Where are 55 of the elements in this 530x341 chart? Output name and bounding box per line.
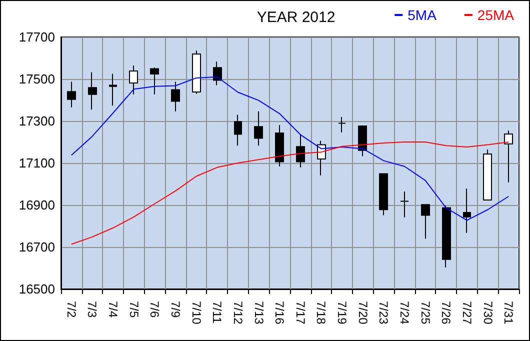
candlestick <box>88 72 97 110</box>
x-tick-label: 7/4 <box>106 301 120 318</box>
y-tick-label: 17500 <box>18 72 55 86</box>
candlestick <box>150 67 159 95</box>
legend-label: 5MA <box>408 7 438 23</box>
x-tick-label: 7/3 <box>85 301 100 318</box>
line-series <box>70 76 510 221</box>
candlestick <box>67 81 76 108</box>
x-tick-label: 7/9 <box>168 301 182 318</box>
candlestick <box>379 173 388 216</box>
candlestick <box>254 110 263 146</box>
candlestick <box>504 130 513 183</box>
candlestick <box>400 191 409 218</box>
y-tick-label: 16900 <box>18 198 55 212</box>
candlestick <box>109 73 117 106</box>
x-tick-label: 7/30 <box>480 301 495 325</box>
x-tick-label: 7/16 <box>272 301 287 325</box>
candlestick <box>192 50 201 94</box>
x-tick-label: 7/2 <box>64 301 78 318</box>
x-tick-label: 7/24 <box>398 301 412 325</box>
x-tick-label: 7/12 <box>230 301 245 325</box>
candlestick <box>358 126 367 157</box>
x-tick-label: 7/11 <box>210 301 224 324</box>
x-tick-label: 7/27 <box>460 301 474 325</box>
x-tick-label: 7/18 <box>314 301 328 325</box>
candlestick <box>338 116 346 133</box>
candlestick <box>483 149 492 200</box>
x-tick-label: 7/10 <box>189 301 204 325</box>
candlestick <box>129 65 138 95</box>
x-tick-label: 7/20 <box>356 301 370 325</box>
y-tick-label: 16700 <box>18 240 55 254</box>
x-tick-label: 7/23 <box>376 301 391 325</box>
candlestick <box>296 134 305 168</box>
chart-title: YEAR 2012 <box>256 9 336 26</box>
candlestick <box>421 204 430 240</box>
candlestick <box>171 81 180 112</box>
line-series <box>70 142 510 245</box>
y-tick-label: 17100 <box>18 156 55 170</box>
candlestick <box>275 124 284 167</box>
y-tick-label: 16500 <box>18 282 55 296</box>
x-tick-label: 7/19 <box>335 301 350 325</box>
candlestick <box>463 188 471 234</box>
x-tick-label: 7/6 <box>148 301 162 318</box>
y-tick-label: 17700 <box>18 30 55 44</box>
x-tick-label: 7/25 <box>418 301 432 325</box>
candlestick <box>213 61 222 86</box>
x-tick-label: 7/26 <box>439 301 454 325</box>
x-tick-label: 7/17 <box>293 301 308 325</box>
y-tick-label: 17300 <box>18 114 55 128</box>
candlestick <box>234 114 242 146</box>
x-tick-label: 7/13 <box>252 301 266 325</box>
legend-label: 25MA <box>477 7 515 23</box>
candlestick <box>442 205 451 268</box>
x-tick-label: 7/5 <box>126 301 141 318</box>
x-tick-label: 7/31 <box>502 301 516 325</box>
